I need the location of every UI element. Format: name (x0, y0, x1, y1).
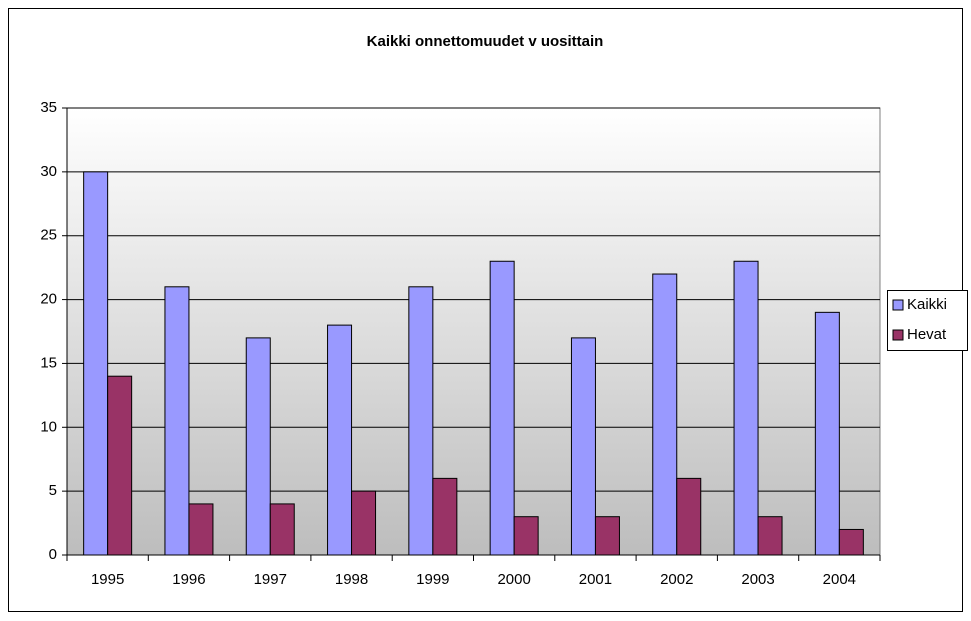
y-tick-label: 30 (40, 163, 57, 180)
legend-label: Kaikki (907, 296, 947, 313)
bar (245, 337, 271, 556)
bar (513, 516, 539, 556)
x-tick-label: 2003 (741, 571, 774, 588)
bar (327, 324, 353, 556)
bar (489, 260, 515, 556)
chart-title: Kaikki onnettomuudet v uosittain (367, 33, 604, 50)
x-tick-label: 2002 (660, 571, 693, 588)
y-tick-label: 5 (49, 482, 57, 499)
bar (733, 260, 759, 556)
bar (188, 503, 214, 556)
bar (269, 503, 295, 556)
bar (83, 171, 109, 556)
bar (107, 375, 133, 556)
bar (351, 490, 377, 556)
legend-label: Hevat (907, 326, 947, 343)
y-tick-label: 15 (40, 354, 57, 371)
bar (164, 286, 190, 556)
y-tick-label: 20 (40, 291, 57, 308)
x-tick-label: 1997 (254, 571, 287, 588)
bar (757, 516, 783, 556)
y-tick-label: 10 (40, 418, 57, 435)
legend-swatch (892, 299, 904, 311)
y-tick-label: 0 (49, 546, 57, 563)
x-tick-label: 1996 (172, 571, 205, 588)
bar (408, 286, 434, 556)
bar (652, 273, 678, 556)
legend-swatch (892, 329, 904, 341)
x-tick-label: 2000 (497, 571, 530, 588)
x-tick-label: 1995 (91, 571, 124, 588)
x-tick-label: 1999 (416, 571, 449, 588)
y-tick-label: 35 (40, 99, 57, 116)
bar (594, 516, 620, 556)
y-tick-label: 25 (40, 227, 57, 244)
bar (838, 528, 864, 556)
x-tick-label: 2001 (579, 571, 612, 588)
bar (570, 337, 596, 556)
bar (676, 477, 702, 556)
x-tick-label: 1998 (335, 571, 368, 588)
bar (432, 477, 458, 556)
bar (814, 311, 840, 556)
x-tick-label: 2004 (823, 571, 856, 588)
